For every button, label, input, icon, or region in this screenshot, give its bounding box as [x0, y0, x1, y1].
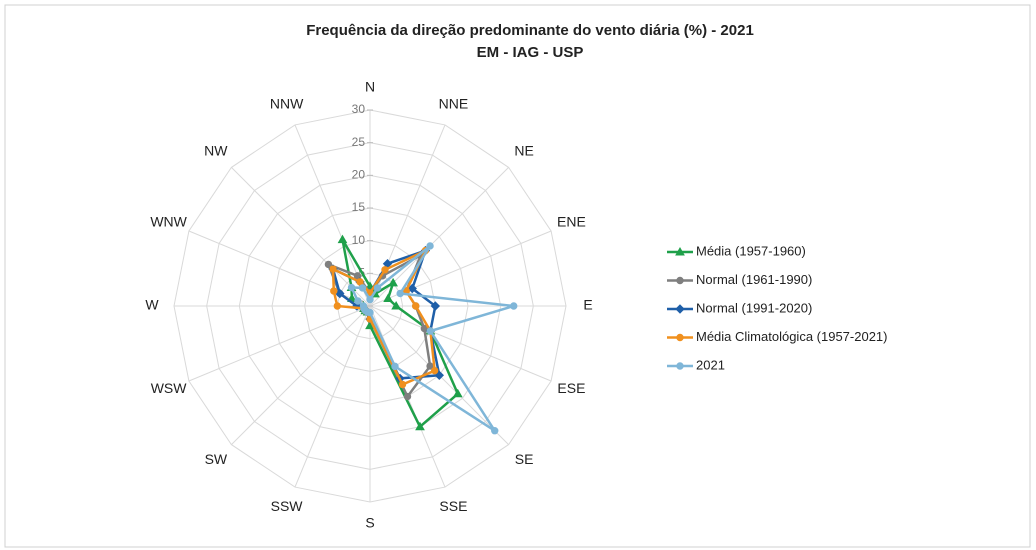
spoke — [188, 305, 371, 382]
point — [358, 284, 367, 292]
point — [356, 278, 364, 286]
category-label: NNW — [270, 95, 304, 111]
category-label: SSE — [439, 498, 467, 514]
legend-label: Normal (1991-2020) — [696, 300, 812, 315]
point — [347, 283, 356, 292]
point — [407, 283, 417, 294]
category-label: E — [583, 297, 592, 313]
spoke — [231, 305, 371, 445]
category-label: SE — [515, 451, 534, 467]
legend-label: Normal (1961-1990) — [696, 272, 812, 287]
spoke — [369, 305, 552, 382]
point — [354, 297, 362, 305]
point — [398, 380, 407, 389]
y-tick-label: 15 — [352, 200, 366, 214]
legend-marker — [675, 304, 685, 314]
y-tick-label: 30 — [352, 102, 366, 116]
chart-subtitle: EM - IAG - USP — [477, 44, 584, 61]
category-label: SW — [205, 451, 228, 467]
category-label: NE — [514, 143, 533, 159]
legend-label: Média Climatológica (1957-2021) — [696, 329, 888, 344]
point — [324, 260, 333, 269]
category-label: ESE — [557, 380, 585, 396]
category-label: W — [145, 297, 159, 313]
y-tick-label: 20 — [352, 168, 366, 182]
point — [391, 300, 401, 310]
point — [396, 289, 404, 298]
point — [333, 302, 342, 310]
point — [391, 362, 399, 371]
legend-marker — [676, 362, 684, 370]
point — [353, 272, 362, 280]
y-tick-label: 25 — [352, 135, 366, 149]
category-label: N — [365, 79, 375, 95]
category-label: ENE — [557, 213, 586, 229]
category-label: WSW — [151, 380, 188, 396]
legend-label: Média (1957-1960) — [696, 243, 806, 258]
point — [434, 370, 445, 381]
category-label: S — [365, 515, 374, 531]
point — [426, 242, 434, 250]
chart-title: Frequência da direção predominante do ve… — [306, 22, 754, 39]
legend-marker — [676, 276, 684, 285]
legend-marker — [675, 246, 685, 256]
legend-marker — [676, 333, 684, 342]
point — [383, 293, 393, 302]
point — [381, 266, 389, 274]
spoke — [294, 305, 371, 488]
legend-label: 2021 — [696, 357, 725, 372]
point — [412, 302, 420, 310]
category-label: NW — [204, 143, 228, 159]
y-tick-label: 10 — [352, 233, 366, 247]
point — [415, 421, 425, 431]
point — [359, 302, 368, 310]
chart-frame — [4, 4, 1031, 548]
category-label: SSW — [271, 498, 304, 514]
point — [388, 277, 398, 287]
point — [329, 265, 337, 273]
point — [403, 392, 412, 401]
point — [510, 302, 518, 310]
point — [430, 366, 439, 375]
point — [373, 284, 382, 292]
category-label: NNE — [439, 95, 469, 111]
point — [337, 234, 348, 244]
point — [426, 327, 435, 335]
point — [452, 388, 463, 398]
point — [491, 427, 499, 435]
point — [430, 301, 441, 311]
point — [330, 287, 338, 295]
spoke — [231, 167, 371, 307]
point — [366, 295, 374, 304]
category-label: WNW — [150, 213, 187, 229]
